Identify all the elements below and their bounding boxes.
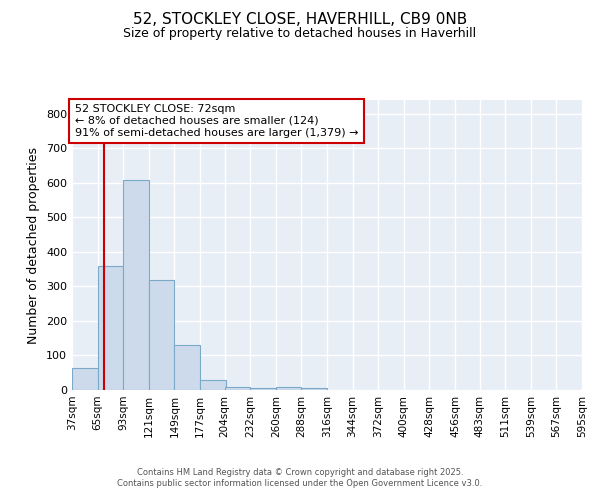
Y-axis label: Number of detached properties: Number of detached properties (28, 146, 40, 344)
Bar (200, 380, 226, 390)
Bar (250, 388, 276, 390)
Bar (123, 180, 149, 390)
Bar (224, 387, 250, 390)
Text: 52, STOCKLEY CLOSE, HAVERHILL, CB9 0NB: 52, STOCKLEY CLOSE, HAVERHILL, CB9 0NB (133, 12, 467, 28)
Bar (72, 368, 98, 390)
Bar (301, 388, 327, 390)
Bar (149, 280, 175, 390)
Text: 52 STOCKLEY CLOSE: 72sqm
← 8% of detached houses are smaller (124)
91% of semi-d: 52 STOCKLEY CLOSE: 72sqm ← 8% of detache… (74, 104, 358, 138)
Bar (175, 345, 200, 390)
Text: Contains HM Land Registry data © Crown copyright and database right 2025.
Contai: Contains HM Land Registry data © Crown c… (118, 468, 482, 487)
Bar (276, 387, 301, 390)
Text: Size of property relative to detached houses in Haverhill: Size of property relative to detached ho… (124, 28, 476, 40)
Bar (98, 266, 123, 390)
